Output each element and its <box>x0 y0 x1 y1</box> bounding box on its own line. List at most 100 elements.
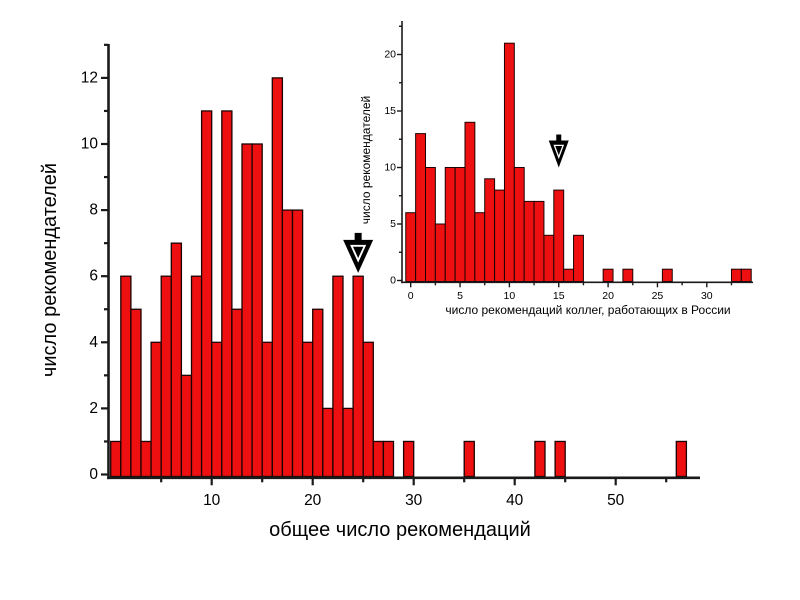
histogram-bar <box>402 440 415 478</box>
inset-arrow-marker <box>548 134 569 168</box>
histogram-bar <box>463 440 475 478</box>
main-axes <box>107 44 700 480</box>
inset-x-tick-label: 20 <box>602 290 614 302</box>
histogram-bar <box>534 440 546 478</box>
histogram-bar <box>602 268 614 283</box>
main-x-axis-title: общее число рекомендаций <box>269 519 531 541</box>
histogram-bar <box>322 407 334 478</box>
main-y-tick-label: 8 <box>89 202 98 219</box>
main-x-tick-label: 20 <box>304 492 322 509</box>
histogram-bar <box>251 143 263 478</box>
inset-bars <box>405 42 752 283</box>
histogram-bar <box>301 341 314 478</box>
inset-y-tick-label: 5 <box>390 218 396 230</box>
inset-y-tick-label: 15 <box>384 105 396 117</box>
histogram-bar <box>573 234 584 283</box>
histogram-bar <box>425 167 436 282</box>
histogram-bar <box>503 42 515 283</box>
main-arrow-marker <box>343 232 374 273</box>
inset-x-axis-title: число рекомендаций коллег, работающих в … <box>445 303 730 317</box>
histogram-bar <box>415 133 427 282</box>
histogram-bar <box>513 167 525 282</box>
histogram-bar <box>405 212 417 282</box>
arrow-head <box>548 140 569 168</box>
histogram-bar <box>444 167 456 282</box>
histogram-bar <box>160 275 172 478</box>
inset-tick-labels: 0 5 10 15 20 25 30 0 5 10 15 20 <box>384 49 712 303</box>
histogram-bar <box>291 209 304 478</box>
arrow-inner-notch <box>553 144 565 160</box>
histogram-bar <box>170 242 183 478</box>
inset-x-tick-label: 10 <box>504 290 516 302</box>
main-y-tick-label: 6 <box>89 268 98 285</box>
histogram-bar <box>190 275 203 478</box>
arrow-stem <box>556 134 562 143</box>
histogram-bar <box>382 440 395 478</box>
main-x-tick-label: 50 <box>607 492 625 509</box>
histogram-bar <box>281 209 294 478</box>
arrow-head <box>343 239 374 273</box>
main-y-axis-title: число рекомендателей <box>39 163 61 377</box>
main-bars <box>110 77 688 478</box>
inset-x-tick-label: 15 <box>553 290 565 302</box>
inset-ticks <box>397 25 733 288</box>
main-y-tick-label: 10 <box>81 136 99 153</box>
histogram-bar <box>523 200 535 282</box>
histogram-bar <box>312 308 324 478</box>
histogram-bar <box>271 77 284 478</box>
inset-x-tick-label: 30 <box>701 290 713 302</box>
inset-y-tick-label: 0 <box>390 275 396 287</box>
histogram-bar <box>332 275 344 478</box>
histogram-bar <box>675 440 688 478</box>
histogram-bar <box>120 275 132 478</box>
inset-y-tick-label: 20 <box>384 49 396 61</box>
histogram-bar <box>140 440 152 478</box>
inset-x-tick-label: 25 <box>652 290 664 302</box>
histogram-bar <box>661 268 673 283</box>
histogram-bar <box>554 440 566 478</box>
main-y-tick-label: 2 <box>89 400 98 417</box>
histogram-bar <box>730 268 742 283</box>
main-x-tick-label: 40 <box>506 492 524 509</box>
main-ticks <box>101 43 668 486</box>
histogram-bar <box>110 440 122 478</box>
histogram-bar <box>622 268 634 283</box>
histogram-bar <box>130 308 142 478</box>
histogram-bar <box>563 268 575 283</box>
histogram-bar <box>474 212 486 282</box>
main-y-tick-label: 4 <box>89 334 98 351</box>
histogram-bar <box>180 374 193 478</box>
histogram-bar <box>211 341 223 478</box>
inset-x-tick-label: 0 <box>408 290 414 302</box>
histogram-bar <box>464 121 476 282</box>
arrow-stem <box>354 232 362 242</box>
histogram-bar <box>533 200 545 282</box>
inset-y-axis-title: число рекомендателей <box>359 96 373 224</box>
histogram-bar <box>494 189 505 283</box>
histogram-bar <box>342 407 354 478</box>
histogram-bar <box>231 308 243 478</box>
inset-x-tick-label: 5 <box>457 290 463 302</box>
main-x-tick-label: 10 <box>203 492 221 509</box>
inset-y-tick-label: 10 <box>384 162 396 174</box>
histogram-bar <box>543 234 555 283</box>
histogram-bar <box>362 341 374 478</box>
histogram-bar <box>261 341 273 478</box>
histogram-bar <box>241 143 253 478</box>
histogram-bar <box>352 275 364 478</box>
arrow-inner-notch <box>350 244 367 263</box>
histogram-bar <box>740 268 752 283</box>
histogram-bar <box>553 189 565 283</box>
histogram-bar <box>434 223 446 282</box>
histogram-bar <box>454 167 466 282</box>
main-x-tick-label: 30 <box>405 492 423 509</box>
histogram-bar <box>221 110 233 478</box>
histogram-bar <box>484 178 496 282</box>
histogram-bar <box>372 440 385 478</box>
histogram-bar <box>200 110 213 478</box>
histogram-bar <box>150 341 162 478</box>
